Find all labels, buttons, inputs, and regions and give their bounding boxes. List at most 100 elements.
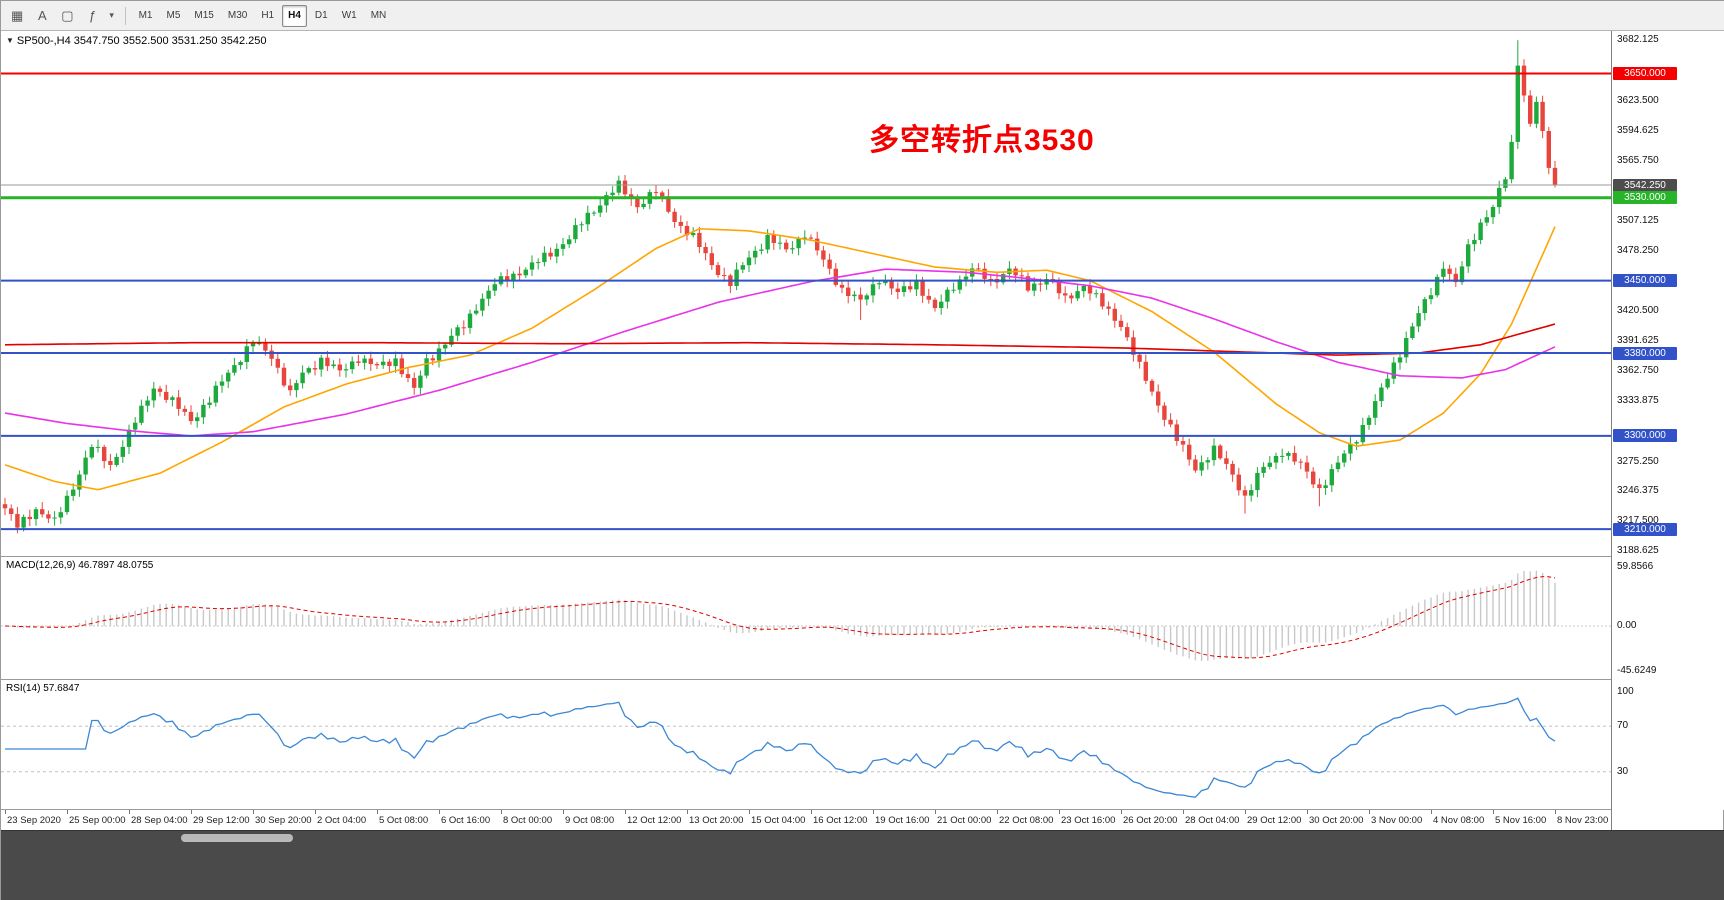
time-tick: [191, 810, 192, 814]
symbol-ohlc-text: SP500-,H4 3547.750 3552.500 3531.250 354…: [16, 35, 267, 47]
macd-label: MACD(12,26,9) 46.7897 48.0755: [6, 560, 154, 571]
timeframe-buttons: M1 M5 M15 M30 H1 H4 D1 W1 MN: [133, 4, 393, 27]
time-tick: [253, 810, 254, 814]
time-tick: [1183, 810, 1184, 814]
time-label: 6 Oct 16:00: [441, 815, 491, 826]
price-scale[interactable]: 3682.125 3623.500 3594.625 3565.750 3507.125…: [1612, 31, 1724, 810]
rsi-scale-tick: 100: [1617, 686, 1634, 697]
time-tick: [1555, 810, 1556, 814]
price-level-chip: 3530.000: [1613, 191, 1677, 205]
time-label: 23 Oct 16:00: [1061, 815, 1116, 826]
candlestick-chart[interactable]: [1, 31, 1611, 556]
timeframe-button-w1[interactable]: W1: [341, 10, 357, 21]
time-axis[interactable]: 23 Sep 2020 25 Sep 00:00 28 Sep 04:00 29 Se…: [1, 810, 1611, 830]
ma-fast-orange: [4, 226, 1556, 491]
rsi-line: [5, 697, 1556, 798]
time-tick: [439, 810, 440, 814]
time-tick: [687, 810, 688, 814]
rsi-scale-tick: 30: [1617, 765, 1629, 777]
price-tick: 3188.625: [1617, 545, 1659, 557]
time-tick: [5, 810, 6, 814]
timeframe-button-h4[interactable]: H4: [282, 4, 307, 27]
timeframe-button-mn[interactable]: MN: [370, 10, 387, 21]
price-level-chip: 3380.000: [1613, 346, 1677, 360]
panel-divider[interactable]: [1, 679, 1724, 680]
dropdown-caret-icon[interactable]: ▾: [109, 10, 114, 20]
time-label: 8 Nov 23:00: [1557, 815, 1609, 826]
chart-annotation-text: 多空转折点3530: [869, 124, 1095, 157]
time-label: 16 Oct 12:00: [813, 815, 868, 826]
price-tick: 3594.625: [1617, 124, 1659, 136]
main-chart-panel[interactable]: ▼ SP500-,H4 3547.750 3552.500 3531.250 35…: [1, 31, 1611, 556]
macd-panel[interactable]: MACD(12,26,9) 46.7897 48.0755: [1, 557, 1611, 679]
time-tick: [377, 810, 378, 814]
time-label: 29 Oct 12:00: [1247, 815, 1302, 826]
time-tick: [67, 810, 68, 814]
candles-layer: [2, 40, 1558, 534]
price-scale-border: [1611, 31, 1612, 830]
time-label: 22 Oct 08:00: [999, 815, 1054, 826]
symbol-info: ▼ SP500-,H4 3547.750 3552.500 3531.250 35…: [6, 35, 266, 47]
timeframe-button-m1[interactable]: M1: [138, 10, 153, 21]
time-tick: [935, 810, 936, 814]
timeframe-button-m30[interactable]: M30: [227, 10, 248, 21]
time-tick: [1059, 810, 1060, 814]
price-level-chip: 3542.250: [1613, 178, 1677, 192]
time-tick: [625, 810, 626, 814]
price-level-chip: 3210.000: [1613, 522, 1677, 536]
toolbar: ▦ A ▢ ƒ ▾ M1 M5 M15 M30 H1 H4 D1 W1 MN: [1, 1, 1724, 31]
time-label: 5 Oct 08:00: [379, 815, 429, 826]
time-label: 9 Oct 08:00: [565, 815, 615, 826]
price-tick: 3362.750: [1617, 364, 1659, 376]
macd-scale-tick: 59.8566: [1617, 561, 1654, 572]
timeframe-button-m15[interactable]: M15: [194, 10, 214, 21]
charts-grid-icon[interactable]: ▦: [11, 7, 24, 23]
toolbar-separator: [124, 6, 126, 25]
price-tick: 3623.500: [1617, 94, 1659, 106]
panel-divider[interactable]: [1, 556, 1724, 557]
rsi-panel[interactable]: RSI(14) 57.6847: [1, 680, 1611, 809]
rsi-label: RSI(14) 57.6847: [6, 683, 80, 694]
time-label: 23 Sep 2020: [7, 815, 61, 826]
time-label: 12 Oct 12:00: [627, 815, 682, 826]
timeframe-button-m5[interactable]: M5: [166, 10, 181, 21]
time-label: 26 Oct 20:00: [1123, 815, 1178, 826]
indicators-icon[interactable]: ƒ: [88, 8, 97, 23]
ma-slow-red: [4, 323, 1556, 356]
timeframe-button-h1[interactable]: H1: [261, 10, 275, 21]
time-label: 25 Sep 00:00: [69, 815, 126, 826]
price-tick: 3275.250: [1617, 455, 1659, 467]
time-tick: [1369, 810, 1370, 814]
macd-histogram: [10, 570, 1556, 661]
price-tick: 3333.875: [1617, 394, 1659, 406]
time-tick: [873, 810, 874, 814]
time-label: 19 Oct 16:00: [875, 815, 930, 826]
time-label: 4 Nov 08:00: [1433, 815, 1485, 826]
time-tick: [501, 810, 502, 814]
price-tick: 3478.250: [1617, 245, 1659, 257]
ma-mid-magenta: [4, 268, 1556, 437]
time-tick: [1493, 810, 1494, 814]
toolbar-icons: ▦ A ▢ ƒ ▾: [5, 5, 118, 27]
macd-signal-line: [4, 576, 1556, 659]
chart-window-icon[interactable]: ▢: [61, 7, 74, 23]
cursor-mode-icon[interactable]: A: [37, 8, 47, 23]
time-label: 15 Oct 04:00: [751, 815, 806, 826]
time-label: 2 Oct 04:00: [317, 815, 367, 826]
horizontal-scrollbar-thumb[interactable]: [181, 834, 293, 842]
time-label: 13 Oct 20:00: [689, 815, 744, 826]
time-label: 21 Oct 00:00: [937, 815, 992, 826]
price-level-chip: 3650.000: [1613, 67, 1677, 80]
timeframe-button-d1[interactable]: D1: [314, 10, 328, 21]
symbol-marker-icon: ▼: [6, 36, 14, 45]
time-tick: [1307, 810, 1308, 814]
price-level-chip: 3300.000: [1613, 429, 1677, 443]
price-tick: 3565.750: [1617, 154, 1659, 166]
rsi-chart[interactable]: [1, 680, 1611, 809]
time-label: 8 Oct 00:00: [503, 815, 553, 826]
time-label: 29 Sep 12:00: [193, 815, 250, 826]
macd-chart[interactable]: [1, 557, 1611, 679]
price-tick: 3682.125: [1617, 34, 1659, 46]
price-tick: 3391.625: [1617, 335, 1659, 346]
